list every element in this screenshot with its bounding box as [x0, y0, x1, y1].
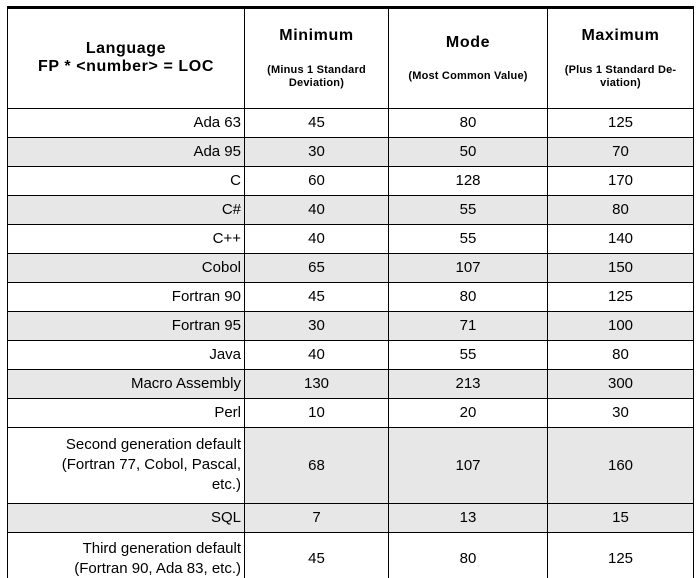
header-row: Language FP * <number> = LOC Minimum (Mi… [7, 7, 694, 109]
maximum-cell: 125 [547, 281, 694, 312]
language-cell: C [7, 165, 245, 196]
table-row: Cobol 65 107 150 [7, 252, 694, 283]
header-maximum-title: Maximum [581, 27, 660, 45]
header-language: Language FP * <number> = LOC [7, 7, 245, 109]
fp-loc-conversion-table: Language FP * <number> = LOC Minimum (Mi… [7, 6, 694, 578]
language-cell: Ada 63 [7, 107, 245, 138]
header-mode-title: Mode [445, 33, 491, 51]
language-cell: C# [7, 194, 245, 225]
minimum-cell: 40 [244, 339, 389, 370]
language-cell: SQL [7, 502, 245, 533]
minimum-cell: 40 [244, 194, 389, 225]
header-minimum-title: Minimum [279, 27, 354, 45]
minimum-cell: 45 [244, 531, 389, 578]
table-row: Third generation default (Fortran 90, Ad… [7, 531, 694, 578]
language-cell: Ada 95 [7, 136, 245, 167]
table-row: Perl 10 20 30 [7, 397, 694, 428]
table-row: Ada 95 30 50 70 [7, 136, 694, 167]
table-row: Fortran 95 30 71 100 [7, 310, 694, 341]
language-cell: Fortran 90 [7, 281, 245, 312]
table-row: Second generation default (Fortran 77, C… [7, 426, 694, 504]
maximum-cell: 150 [547, 252, 694, 283]
language-cell: Cobol [7, 252, 245, 283]
table-row: C++ 40 55 140 [7, 223, 694, 254]
maximum-cell: 80 [547, 194, 694, 225]
table-body: Ada 63 45 80 125 Ada 95 30 50 70 C 60 128 170 C# 40 55… [7, 107, 694, 578]
mode-cell: 55 [388, 223, 548, 254]
minimum-cell: 30 [244, 310, 389, 341]
table-row: C# 40 55 80 [7, 194, 694, 225]
maximum-cell: 300 [547, 368, 694, 399]
mode-cell: 55 [388, 339, 548, 370]
table-row: Fortran 90 45 80 125 [7, 281, 694, 312]
table-row: Java 40 55 80 [7, 339, 694, 370]
table-row: Macro Assembly 130 213 300 [7, 368, 694, 399]
maximum-cell: 125 [547, 107, 694, 138]
minimum-cell: 7 [244, 502, 389, 533]
maximum-cell: 15 [547, 502, 694, 533]
header-maximum-subtitle: (Plus 1 Standard De- viation) [564, 64, 677, 89]
maximum-cell: 140 [547, 223, 694, 254]
minimum-cell: 45 [244, 281, 389, 312]
language-cell: Java [7, 339, 245, 370]
mode-cell: 13 [388, 502, 548, 533]
language-cell: Macro Assembly [7, 368, 245, 399]
mode-cell: 55 [388, 194, 548, 225]
language-cell: Third generation default (Fortran 90, Ad… [7, 531, 245, 578]
language-cell: Perl [7, 397, 245, 428]
table-header: Language FP * <number> = LOC Minimum (Mi… [7, 7, 694, 109]
maximum-cell: 170 [547, 165, 694, 196]
language-cell: Fortran 95 [7, 310, 245, 341]
maximum-cell: 70 [547, 136, 694, 167]
mode-cell: 50 [388, 136, 548, 167]
header-mode: Mode (Most Common Value) [388, 7, 548, 109]
maximum-cell: 160 [547, 426, 694, 504]
minimum-cell: 10 [244, 397, 389, 428]
mode-cell: 80 [388, 107, 548, 138]
header-minimum: Minimum (Minus 1 Standard Deviation) [244, 7, 389, 109]
maximum-cell: 125 [547, 531, 694, 578]
mode-cell: 128 [388, 165, 548, 196]
maximum-cell: 80 [547, 339, 694, 370]
mode-cell: 107 [388, 426, 548, 504]
minimum-cell: 40 [244, 223, 389, 254]
mode-cell: 71 [388, 310, 548, 341]
header-minimum-subtitle: (Minus 1 Standard Deviation) [267, 64, 366, 89]
table-row: C 60 128 170 [7, 165, 694, 196]
minimum-cell: 65 [244, 252, 389, 283]
table-row: SQL 7 13 15 [7, 502, 694, 533]
mode-cell: 20 [388, 397, 548, 428]
header-maximum: Maximum (Plus 1 Standard De- viation) [547, 7, 694, 109]
mode-cell: 80 [388, 281, 548, 312]
header-language-title: Language FP * <number> = LOC [37, 40, 215, 76]
minimum-cell: 130 [244, 368, 389, 399]
mode-cell: 107 [388, 252, 548, 283]
maximum-cell: 30 [547, 397, 694, 428]
language-cell: C++ [7, 223, 245, 254]
mode-cell: 80 [388, 531, 548, 578]
minimum-cell: 45 [244, 107, 389, 138]
minimum-cell: 68 [244, 426, 389, 504]
minimum-cell: 30 [244, 136, 389, 167]
mode-cell: 213 [388, 368, 548, 399]
table-row: Ada 63 45 80 125 [7, 107, 694, 138]
header-mode-subtitle: (Most Common Value) [408, 70, 528, 83]
maximum-cell: 100 [547, 310, 694, 341]
language-cell: Second generation default (Fortran 77, C… [7, 426, 245, 504]
minimum-cell: 60 [244, 165, 389, 196]
